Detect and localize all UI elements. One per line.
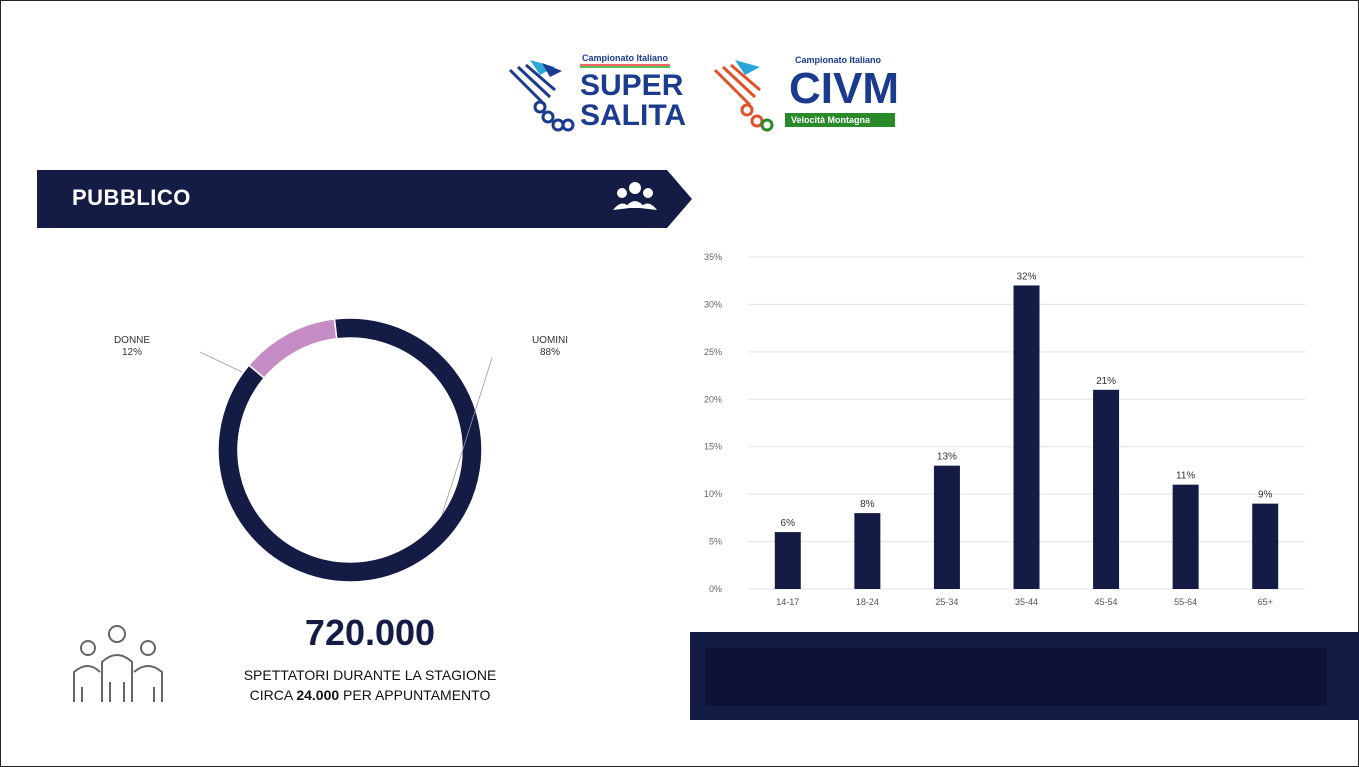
civm-emblem-icon [713,60,895,132]
bar-45-54 [1093,389,1120,589]
logos-header: Campionato Italiano SUPER SALITA Campion… [500,45,920,140]
super-salita-line2: SALITA [580,99,687,132]
y-tick-label: 25% [704,347,722,357]
y-tick-label: 10% [704,489,722,499]
x-tick-label: 35-44 [1015,597,1038,607]
x-tick-label: 65+ [1258,597,1273,607]
y-tick-label: 15% [704,442,722,452]
spectators-line1: SPETTATORI DURANTE LA STAGIONE [243,667,497,683]
civm-main-text: CIVM [789,64,899,113]
super-salita-emblem-icon [508,60,670,132]
x-tick-label: 45-54 [1095,597,1118,607]
uomini-label-name: UOMINI [531,335,569,346]
gender-donut-chart [200,317,493,583]
x-tick-label: 25-34 [935,597,958,607]
x-tick-label: 55-64 [1174,597,1197,607]
bar-value-label: 32% [1016,271,1036,282]
bar-value-label: 9% [1258,490,1273,501]
spectators-description: SPETTATORI DURANTE LA STAGIONE CIRCA 24.… [190,665,550,705]
donut-slice-donne [247,318,338,380]
y-tick-label: 20% [704,394,722,404]
civm-top-text: Campionato Italiano [795,55,882,65]
bar-18-24 [854,513,881,589]
bar-value-label: 11% [1176,471,1195,482]
bar-25-34 [933,465,960,589]
donut-label-donne: DONNE 12% [107,335,157,359]
bar-65+ [1252,503,1279,589]
y-tick-label: 5% [709,537,722,547]
bar-14-17 [774,532,801,589]
spectators-line2: CIRCA 24.000 PER APPUNTAMENTO [190,685,550,705]
section-banner [37,170,692,228]
civm-logo: Campionato Italiano CIVM Velocità Montag… [705,45,905,135]
bar-value-label: 21% [1096,376,1116,387]
super-salita-logo: Campionato Italiano SUPER SALITA [500,45,686,135]
family-people-icon [73,625,163,702]
donut-label-uomini: UOMINI 88% [525,335,575,359]
y-tick-label: 30% [704,299,722,309]
donut-slice-uomini [217,317,483,583]
audience-group-icon [613,182,657,210]
bar-35-44 [1013,285,1040,589]
super-salita-top-text: Campionato Italiano [582,53,669,63]
donne-label-name: DONNE [113,335,151,346]
line2-prefix: CIRCA [249,687,297,703]
x-tick-label: 14-17 [776,597,799,607]
y-tick-label: 0% [709,584,722,594]
bar-value-label: 6% [781,518,796,529]
x-tick-label: 18-24 [856,597,879,607]
age-bar-chart: 0% 5% 10% 15% 20% 25% 30% 35% 6% 14-17 8% 18-24 13% 2… [704,252,1305,607]
dark-panel-inner [705,648,1327,706]
bar-value-label: 8% [860,499,875,510]
donne-label-value: 12% [121,347,142,358]
spectators-total: 720.000 [304,612,436,653]
y-tick-label: 35% [704,252,722,262]
civm-bottom-text: Velocità Montagna [791,115,871,125]
super-salita-line1: SUPER [580,69,684,102]
line2-suffix: PER APPUNTAMENTO [339,687,491,703]
uomini-label-value: 88% [539,347,560,358]
bar-value-label: 13% [937,452,957,463]
per-event-number: 24.000 [296,687,340,703]
bar-55-64 [1172,484,1199,589]
section-title: PUBBLICO [72,185,191,210]
